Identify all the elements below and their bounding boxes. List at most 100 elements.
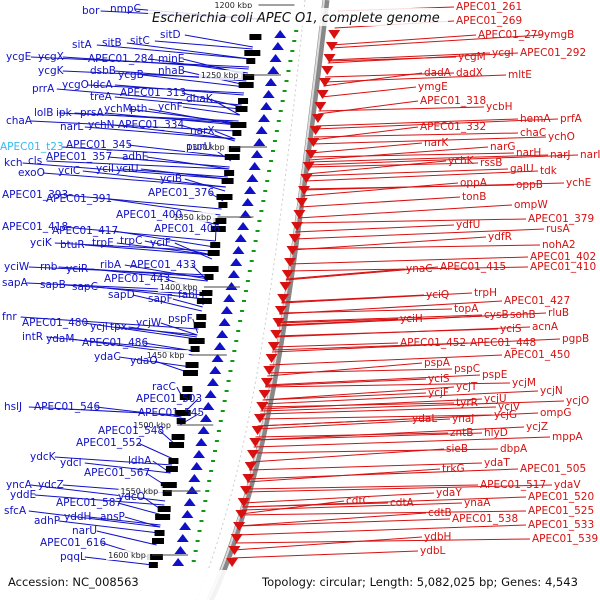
feature-track-segment (238, 82, 254, 88)
reverse-gene-label: oppB (516, 179, 543, 191)
scale-dash (274, 130, 279, 132)
reverse-gene-connector (302, 182, 459, 197)
reverse-gene-connector (265, 374, 481, 386)
forward-gene-arrow (176, 534, 189, 542)
feature-track-segment (169, 442, 185, 448)
reverse-gene-label: APEC01_410 (530, 261, 596, 273)
reverse-gene-connector (250, 448, 445, 463)
forward-gene-label: dsbB (90, 65, 116, 77)
forward-gene-connector (179, 124, 235, 142)
forward-gene-connector (96, 286, 205, 300)
scale-dash (267, 170, 272, 172)
reverse-gene-connector (331, 34, 477, 46)
forward-gene-label: chaA (6, 115, 33, 127)
scale-dash (230, 360, 235, 362)
scale-dash (261, 200, 266, 202)
reverse-gene-label: ycjF (428, 387, 449, 399)
reverse-gene-arrow (228, 546, 241, 555)
feature-track-segment (151, 538, 164, 544)
reverse-gene-arrow (258, 390, 271, 399)
reverse-gene-connector (277, 314, 483, 323)
reverse-gene-label: yciS (500, 323, 522, 335)
forward-gene-connector (107, 156, 230, 168)
forward-gene-arrow (271, 42, 284, 50)
scale-dash (209, 470, 214, 472)
forward-gene-connector (34, 494, 165, 506)
scale-dash (232, 350, 237, 352)
reverse-gene-label: ydaL (412, 413, 437, 425)
forward-gene-arrow (274, 30, 287, 38)
forward-gene-label: bor (82, 5, 100, 17)
forward-gene-connector (112, 124, 236, 140)
reverse-gene-connector (254, 432, 483, 441)
feature-track-segment (210, 242, 221, 248)
forward-gene-label: sapF (148, 293, 173, 305)
reverse-gene-label: ydbL (420, 545, 446, 557)
scale-dash (255, 230, 260, 232)
forward-gene-label: ydcO (118, 491, 145, 503)
scale-dash (242, 300, 246, 302)
scale-dash (224, 390, 229, 392)
scale-dash (226, 380, 231, 382)
forward-gene-connector (184, 178, 226, 192)
forward-gene-label: ydaM (46, 333, 74, 345)
scale-dash (238, 320, 243, 322)
reverse-gene-label: APEC01_402 (530, 251, 596, 263)
forward-gene-label: APEC01_486 (82, 337, 148, 349)
reverse-gene-connector (281, 292, 473, 304)
reverse-gene-label: galU (510, 163, 534, 175)
reverse-gene-arrow (325, 42, 338, 51)
forward-gene-label: APEC01_406 (154, 223, 220, 235)
reverse-gene-connector (262, 386, 455, 401)
feature-track-segment (199, 290, 213, 296)
reverse-gene-connector (267, 362, 423, 377)
forward-gene-label: lolB (34, 107, 53, 119)
footer-background (0, 570, 600, 600)
forward-gene-label: ychM (104, 103, 132, 115)
map-title: Escherichia coli APEC O1, complete genom… (152, 11, 440, 26)
forward-gene-connector (104, 112, 238, 126)
forward-gene-label: btuR (60, 239, 85, 251)
forward-gene-label: yciF (150, 237, 171, 249)
forward-gene-label: trpC (120, 235, 142, 247)
reverse-gene-connector (238, 512, 427, 527)
scale-dash (243, 290, 248, 292)
forward-gene-label: tpx (110, 321, 127, 333)
scale-dash (284, 80, 289, 82)
forward-gene-label: APEC01_400 (116, 209, 182, 221)
reverse-gene-label: yciS (428, 373, 450, 385)
reverse-gene-arrow (288, 234, 301, 243)
reverse-gene-arrows (226, 30, 341, 567)
forward-gene-label: sfcA (4, 505, 27, 517)
forward-gene-label: APEC01_567 (84, 467, 150, 479)
reverse-gene-label: ycjM (512, 377, 536, 389)
reverse-gene-connector (328, 52, 491, 61)
feature-track-segment (218, 202, 228, 208)
reverse-gene-label: cdtC (346, 495, 370, 507)
scale-dash (257, 220, 262, 222)
reverse-gene-arrow (249, 438, 262, 447)
forward-gene-connector (146, 156, 230, 170)
reverse-gene-label: hemA (520, 113, 551, 125)
reverse-gene-connector (261, 390, 539, 405)
forward-gene-label: APEC01_503 (136, 393, 202, 405)
reverse-gene-connector (308, 154, 579, 166)
reverse-gene-label: APEC01_538 (452, 513, 518, 525)
reverse-gene-arrow (235, 510, 248, 519)
forward-gene-connector (46, 160, 230, 170)
forward-gene-connector (56, 88, 242, 106)
forward-gene-label: ydcK (30, 451, 57, 463)
reverse-gene-arrow (305, 150, 317, 159)
reverse-gene-connector (293, 228, 545, 240)
reverse-gene-arrow (309, 126, 322, 135)
forward-gene-label: APEC01_545 (138, 407, 204, 419)
feature-track-segment (185, 362, 199, 368)
reverse-gene-label: ycjV (498, 401, 521, 413)
reverse-gene-label: ydfR (488, 231, 512, 243)
forward-gene-label: yddE (10, 489, 36, 501)
reverse-gene-label: tonB (462, 191, 486, 203)
reverse-gene-connector (310, 142, 423, 154)
forward-gene-label: sapB (40, 279, 66, 291)
reverse-gene-label: tdk (540, 165, 558, 177)
feature-track-segment (246, 58, 256, 64)
